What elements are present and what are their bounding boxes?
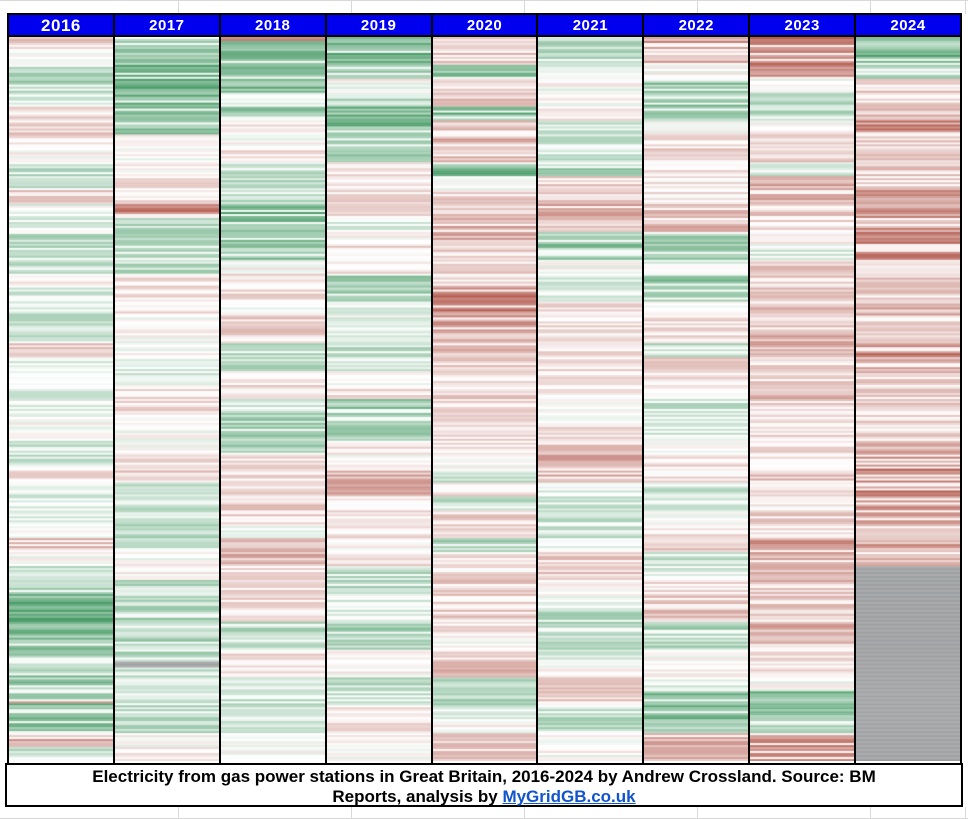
- sheet-gridline: [697, 807, 698, 818]
- year-column-2016: 2016: [9, 15, 115, 763]
- sheet-gridline: [351, 1, 352, 14]
- column-header-2022: 2022: [644, 15, 749, 37]
- stripe-canvas-2022: [644, 37, 749, 761]
- column-header-2020: 2020: [432, 15, 537, 37]
- sheet-gridline: [524, 1, 525, 14]
- stripe-area-2019: [326, 37, 431, 763]
- year-column-2019: 2019: [326, 15, 433, 763]
- column-header-2018: 2018: [220, 15, 325, 37]
- column-header-2021: 2021: [538, 15, 643, 37]
- spreadsheet-bottom-margin: [0, 807, 968, 819]
- stripe-canvas-2021: [538, 37, 643, 761]
- caption-line-1: Electricity from gas power stations in G…: [92, 767, 876, 786]
- year-column-2017: 2017: [114, 15, 221, 763]
- column-header-2019: 2019: [326, 15, 431, 37]
- sheet-gridline: [178, 1, 179, 14]
- sheet-gridline: [870, 1, 871, 14]
- year-column-2020: 2020: [432, 15, 539, 763]
- stripe-area-2022: [644, 37, 749, 763]
- sheet-gridline: [870, 807, 871, 818]
- caption-line-2: Reports, analysis by MyGridGB.co.uk: [7, 787, 961, 807]
- stripe-canvas-2020: [432, 37, 537, 761]
- stripe-area-2016: [9, 37, 113, 763]
- spreadsheet-top-margin: [0, 0, 968, 14]
- column-header-2024: 2024: [856, 15, 961, 37]
- sheet-gridline: [697, 1, 698, 14]
- stripe-canvas-2018: [220, 37, 325, 761]
- stripe-area-2017: [114, 37, 219, 763]
- stripe-area-2023: [750, 37, 855, 763]
- stripe-canvas-2016: [9, 37, 113, 761]
- column-header-2023: 2023: [750, 15, 855, 37]
- caption-line-2-text: Reports, analysis by: [332, 787, 503, 806]
- sheet-gridline: [524, 807, 525, 818]
- year-column-2018: 2018: [220, 15, 327, 763]
- sheet-gridline: [965, 1, 966, 14]
- year-column-2022: 2022: [644, 15, 751, 763]
- stripe-area-2024: [856, 37, 961, 763]
- column-header-2016: 2016: [9, 15, 113, 37]
- sheet-gridline: [178, 807, 179, 818]
- year-column-2021: 2021: [538, 15, 645, 763]
- stripe-canvas-2017: [114, 37, 219, 761]
- mygridgb-link[interactable]: MyGridGB.co.uk: [502, 787, 636, 806]
- year-column-2024: 2024: [856, 15, 961, 763]
- stripe-canvas-2023: [750, 37, 855, 761]
- chart-caption: Electricity from gas power stations in G…: [5, 763, 963, 807]
- stripe-area-2018: [220, 37, 325, 763]
- stripe-canvas-2024: [856, 37, 961, 761]
- stripe-area-2021: [538, 37, 643, 763]
- year-column-2023: 2023: [750, 15, 857, 763]
- stripe-canvas-2019: [326, 37, 431, 761]
- sheet-gridline: [965, 807, 966, 818]
- gas-heatmap-table: 2016 2017 2018 2019 2020 2021 2022 2023 2024: [7, 13, 962, 763]
- column-header-2017: 2017: [114, 15, 219, 37]
- sheet-gridline: [351, 807, 352, 818]
- stripe-area-2020: [432, 37, 537, 763]
